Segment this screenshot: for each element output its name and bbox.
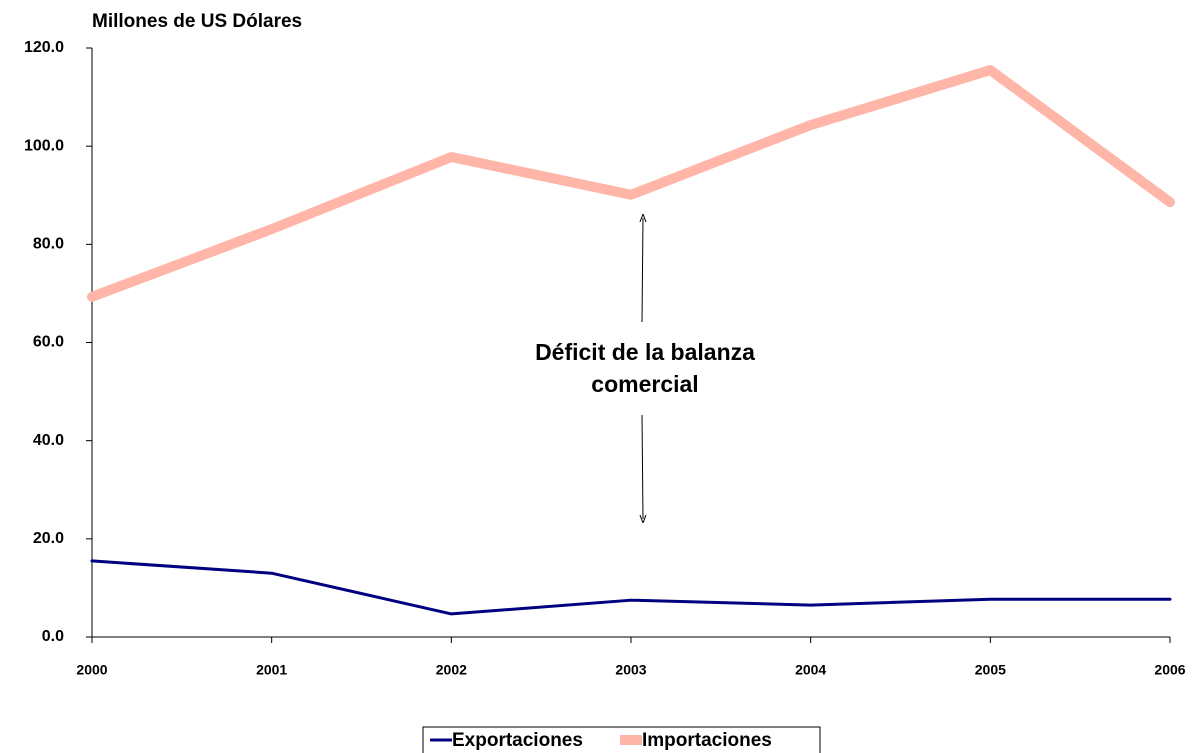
y-tick-label: 100.0 — [24, 137, 64, 154]
arrow — [642, 414, 643, 519]
annotation: comercial — [591, 371, 698, 397]
y-tick-label: 80.0 — [33, 236, 64, 253]
x-tick-label: 2000 — [76, 662, 107, 678]
x-tick-label: 2001 — [256, 662, 287, 678]
y-tick-label: 0.0 — [42, 628, 64, 645]
x-tick-label: 2005 — [975, 662, 1006, 678]
y-tick-label: 120.0 — [24, 39, 64, 56]
x-tick-label: 2004 — [795, 662, 826, 678]
arrow — [642, 218, 643, 323]
x-tick-label: 2006 — [1154, 662, 1185, 678]
x-tick-label: 2003 — [615, 662, 646, 678]
legend-label: Importaciones — [642, 730, 772, 751]
chart-title: Millones de US Dólares — [92, 11, 302, 32]
legend-label: Exportaciones — [452, 730, 583, 751]
x-tick-label: 2002 — [436, 662, 467, 678]
y-tick-label: 20.0 — [33, 530, 64, 547]
line — [90, 559, 1172, 616]
annotation: Déficit de la balanza — [535, 339, 755, 365]
y-tick-label: 60.0 — [33, 334, 64, 351]
line — [87, 65, 1175, 302]
y-tick-label: 40.0 — [33, 432, 64, 449]
